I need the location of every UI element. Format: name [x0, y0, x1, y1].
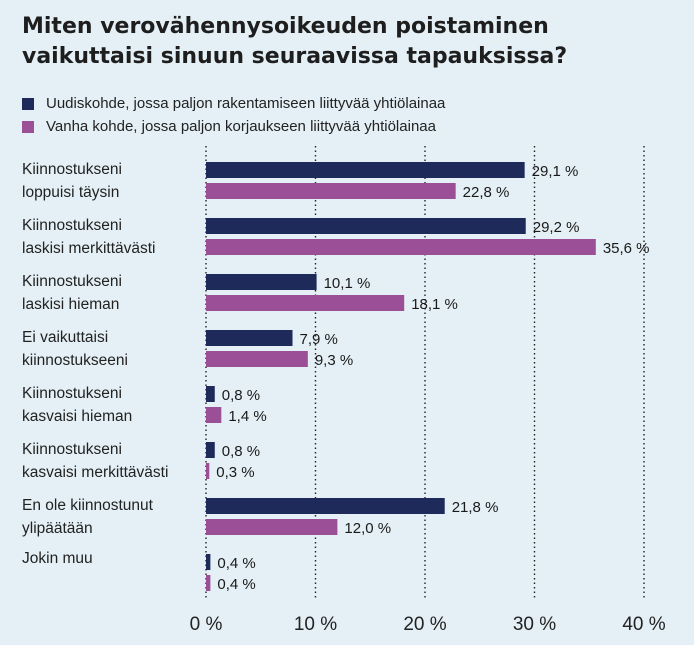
value-label-series2-cat1: 22,8 %	[463, 184, 510, 201]
value-label-series2-cat2: 35,6 %	[603, 240, 650, 257]
bar-series1-cat7	[206, 498, 445, 514]
chart-title: Miten verovähennysoikeuden poistaminen v…	[22, 14, 568, 69]
legend: Uudiskohde, jossa paljon rakentamiseen l…	[22, 92, 445, 138]
x-tick-label-0: 0 %	[190, 614, 223, 635]
category-label-3: Kiinnostukseni laskisi hieman	[22, 273, 122, 313]
value-label-series1-cat7: 21,8 %	[452, 499, 499, 516]
category-label-2: Kiinnostukseni laskisi merkittävästi	[22, 217, 156, 257]
bar-series1-cat4	[206, 330, 293, 346]
category-label-6: Kiinnostukseni kasvaisi merkittävästi	[22, 441, 169, 481]
legend-item-new-build: Uudiskohde, jossa paljon rakentamiseen l…	[22, 92, 445, 115]
bar-series2-cat4	[206, 351, 308, 367]
value-label-series1-cat8: 0,4 %	[217, 555, 255, 572]
legend-label-new-build: Uudiskohde, jossa paljon rakentamiseen l…	[46, 95, 446, 112]
bar-series1-cat3	[206, 274, 317, 290]
value-label-series2-cat3: 18,1 %	[411, 296, 458, 313]
legend-label-old-building: Vanha kohde, jossa paljon korjaukseen li…	[46, 118, 436, 135]
bar-series1-cat1	[206, 162, 525, 178]
bar-series2-cat6	[206, 463, 210, 479]
category-label-1: Kiinnostukseni loppuisi täysin	[22, 161, 122, 201]
value-label-series2-cat6: 0,3 %	[216, 464, 254, 481]
value-label-series2-cat7: 12,0 %	[344, 520, 391, 537]
bar-series1-cat5	[206, 386, 215, 402]
value-label-series1-cat6: 0,8 %	[222, 443, 260, 460]
legend-swatch-old-building	[22, 120, 34, 133]
bar-series2-cat2	[206, 239, 596, 255]
bar-series1-cat2	[206, 218, 526, 234]
value-label-series2-cat8: 0,4 %	[217, 576, 255, 593]
value-label-series1-cat2: 29,2 %	[533, 219, 580, 236]
legend-item-old-building: Vanha kohde, jossa paljon korjaukseen li…	[22, 115, 445, 138]
x-tick-label-4: 40 %	[622, 614, 665, 635]
x-tick-label-2: 20 %	[403, 614, 446, 635]
bar-series1-cat6	[206, 442, 215, 458]
bar-series2-cat5	[206, 407, 222, 423]
bar-series1-cat8	[206, 554, 211, 570]
x-tick-label-3: 30 %	[513, 614, 556, 635]
x-tick-label-1: 10 %	[294, 614, 337, 635]
legend-swatch-new-build	[22, 97, 34, 110]
bar-series2-cat8	[206, 575, 211, 591]
category-label-8: Jokin muu	[22, 550, 93, 567]
value-label-series1-cat5: 0,8 %	[222, 387, 260, 404]
value-label-series1-cat4: 7,9 %	[300, 331, 338, 348]
category-label-7: En ole kiinnostunut ylipäätään	[22, 497, 153, 537]
value-label-series2-cat4: 9,3 %	[315, 352, 353, 369]
category-label-4: Ei vaikuttaisi kiinnostukseeni	[22, 329, 128, 369]
value-label-series2-cat5: 1,4 %	[228, 408, 266, 425]
value-label-series1-cat3: 10,1 %	[324, 275, 371, 292]
bar-series2-cat7	[206, 519, 338, 535]
value-label-series1-cat1: 29,1 %	[532, 163, 579, 180]
category-label-5: Kiinnostukseni kasvaisi hieman	[22, 385, 133, 425]
bar-series2-cat3	[206, 295, 405, 311]
bar-series2-cat1	[206, 183, 456, 199]
